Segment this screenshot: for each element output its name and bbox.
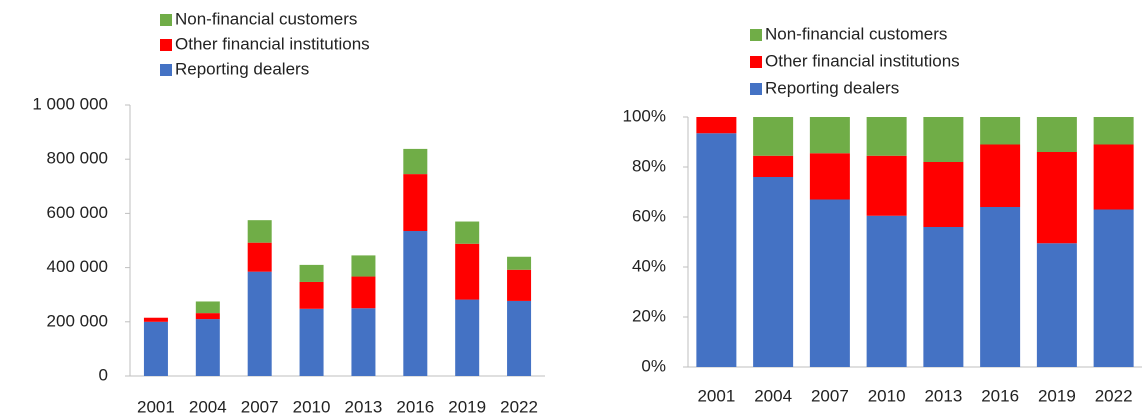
bar-segment [143, 317, 168, 322]
legend-swatch [750, 83, 762, 95]
bar-segment [351, 308, 376, 376]
y-tick-label: 600 000 [47, 203, 108, 222]
bar-segment [923, 117, 964, 162]
bar-segment [809, 199, 850, 367]
bar-segment [923, 227, 964, 367]
bar-segment [866, 155, 907, 216]
bar-segment [351, 255, 376, 277]
legend-label: Reporting dealers [765, 78, 899, 97]
y-tick-label: 0 [99, 365, 108, 384]
bar-segment [351, 276, 376, 309]
x-tick-label: 2016 [981, 386, 1019, 405]
legend-label: Other financial institutions [175, 34, 370, 53]
bar-segment [455, 299, 480, 376]
x-tick-label: 2004 [189, 397, 227, 414]
bar-segment [1093, 209, 1134, 367]
bar-segment [195, 313, 220, 320]
bar-segment [299, 281, 324, 309]
y-tick-label: 100% [623, 106, 666, 125]
bar-segment [866, 215, 907, 367]
x-tick-label: 2022 [500, 397, 538, 414]
x-tick-label: 2022 [1095, 386, 1133, 405]
x-tick-label: 2016 [396, 397, 434, 414]
bar-segment [1093, 117, 1134, 145]
legend-label: Reporting dealers [175, 59, 309, 78]
x-tick-label: 2010 [868, 386, 906, 405]
bar-segment [195, 319, 220, 376]
x-tick-label: 2013 [345, 397, 383, 414]
x-tick-label: 2007 [811, 386, 849, 405]
bar-segment [507, 256, 532, 270]
y-tick-label: 60% [632, 206, 666, 225]
legend-swatch [750, 29, 762, 41]
legend-label: Non-financial customers [765, 24, 947, 43]
x-tick-label: 2001 [137, 397, 175, 414]
bar-segment [247, 271, 272, 376]
bar-segment [247, 220, 272, 243]
bar-segment [299, 264, 324, 282]
bar-segment [455, 243, 480, 300]
bar-segment [980, 144, 1021, 207]
bar-segment [455, 221, 480, 244]
y-tick-label: 0% [641, 356, 666, 375]
bar-segment [403, 148, 428, 175]
bar-segment [696, 133, 737, 367]
legend-swatch [160, 64, 172, 76]
y-tick-label: 400 000 [47, 257, 108, 276]
bar-segment [1036, 243, 1077, 367]
x-tick-label: 2004 [754, 386, 792, 405]
bar-segment [753, 177, 794, 367]
x-tick-label: 2001 [697, 386, 735, 405]
bar-segment [195, 301, 220, 314]
bar-segment [1093, 144, 1134, 210]
bar-segment [299, 308, 324, 376]
y-tick-label: 1 000 000 [32, 94, 108, 113]
legend-swatch [750, 56, 762, 68]
bar-segment [403, 174, 428, 232]
bar-segment [247, 242, 272, 272]
y-tick-label: 80% [632, 156, 666, 175]
legend-swatch [160, 39, 172, 51]
bar-segment [143, 321, 168, 376]
y-tick-label: 800 000 [47, 149, 108, 168]
bar-segment [753, 155, 794, 177]
x-tick-label: 2013 [924, 386, 962, 405]
legend-swatch [160, 14, 172, 26]
x-tick-label: 2019 [448, 397, 486, 414]
bar-segment [507, 269, 532, 301]
bar-segment [809, 117, 850, 154]
y-tick-label: 200 000 [47, 311, 108, 330]
bar-segment [753, 117, 794, 156]
bar-segment [1036, 117, 1077, 152]
bar-segment [809, 153, 850, 200]
bar-segment [923, 162, 964, 227]
legend-label: Non-financial customers [175, 9, 357, 28]
legend-label: Other financial institutions [765, 51, 960, 70]
x-tick-label: 2007 [241, 397, 279, 414]
x-tick-label: 2019 [1038, 386, 1076, 405]
bar-segment [980, 117, 1021, 145]
bar-segment [696, 117, 737, 134]
y-tick-label: 20% [632, 306, 666, 325]
bar-segment [980, 207, 1021, 367]
y-tick-label: 40% [632, 256, 666, 275]
bar-segment [866, 117, 907, 156]
x-tick-label: 2010 [293, 397, 331, 414]
bar-segment [403, 231, 428, 376]
bar-segment [1036, 152, 1077, 244]
bar-segment [507, 300, 532, 376]
